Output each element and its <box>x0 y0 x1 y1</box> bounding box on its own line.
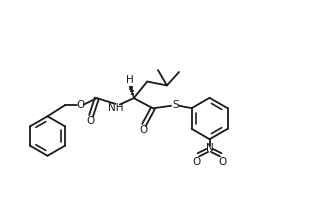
Text: H: H <box>126 75 134 85</box>
Text: O: O <box>76 100 84 110</box>
Text: O: O <box>139 125 148 135</box>
Text: O: O <box>86 116 95 126</box>
Text: O: O <box>192 157 200 167</box>
Text: N: N <box>206 143 214 153</box>
Text: S: S <box>172 100 179 110</box>
Text: O: O <box>219 157 227 167</box>
Text: NH: NH <box>108 103 123 113</box>
